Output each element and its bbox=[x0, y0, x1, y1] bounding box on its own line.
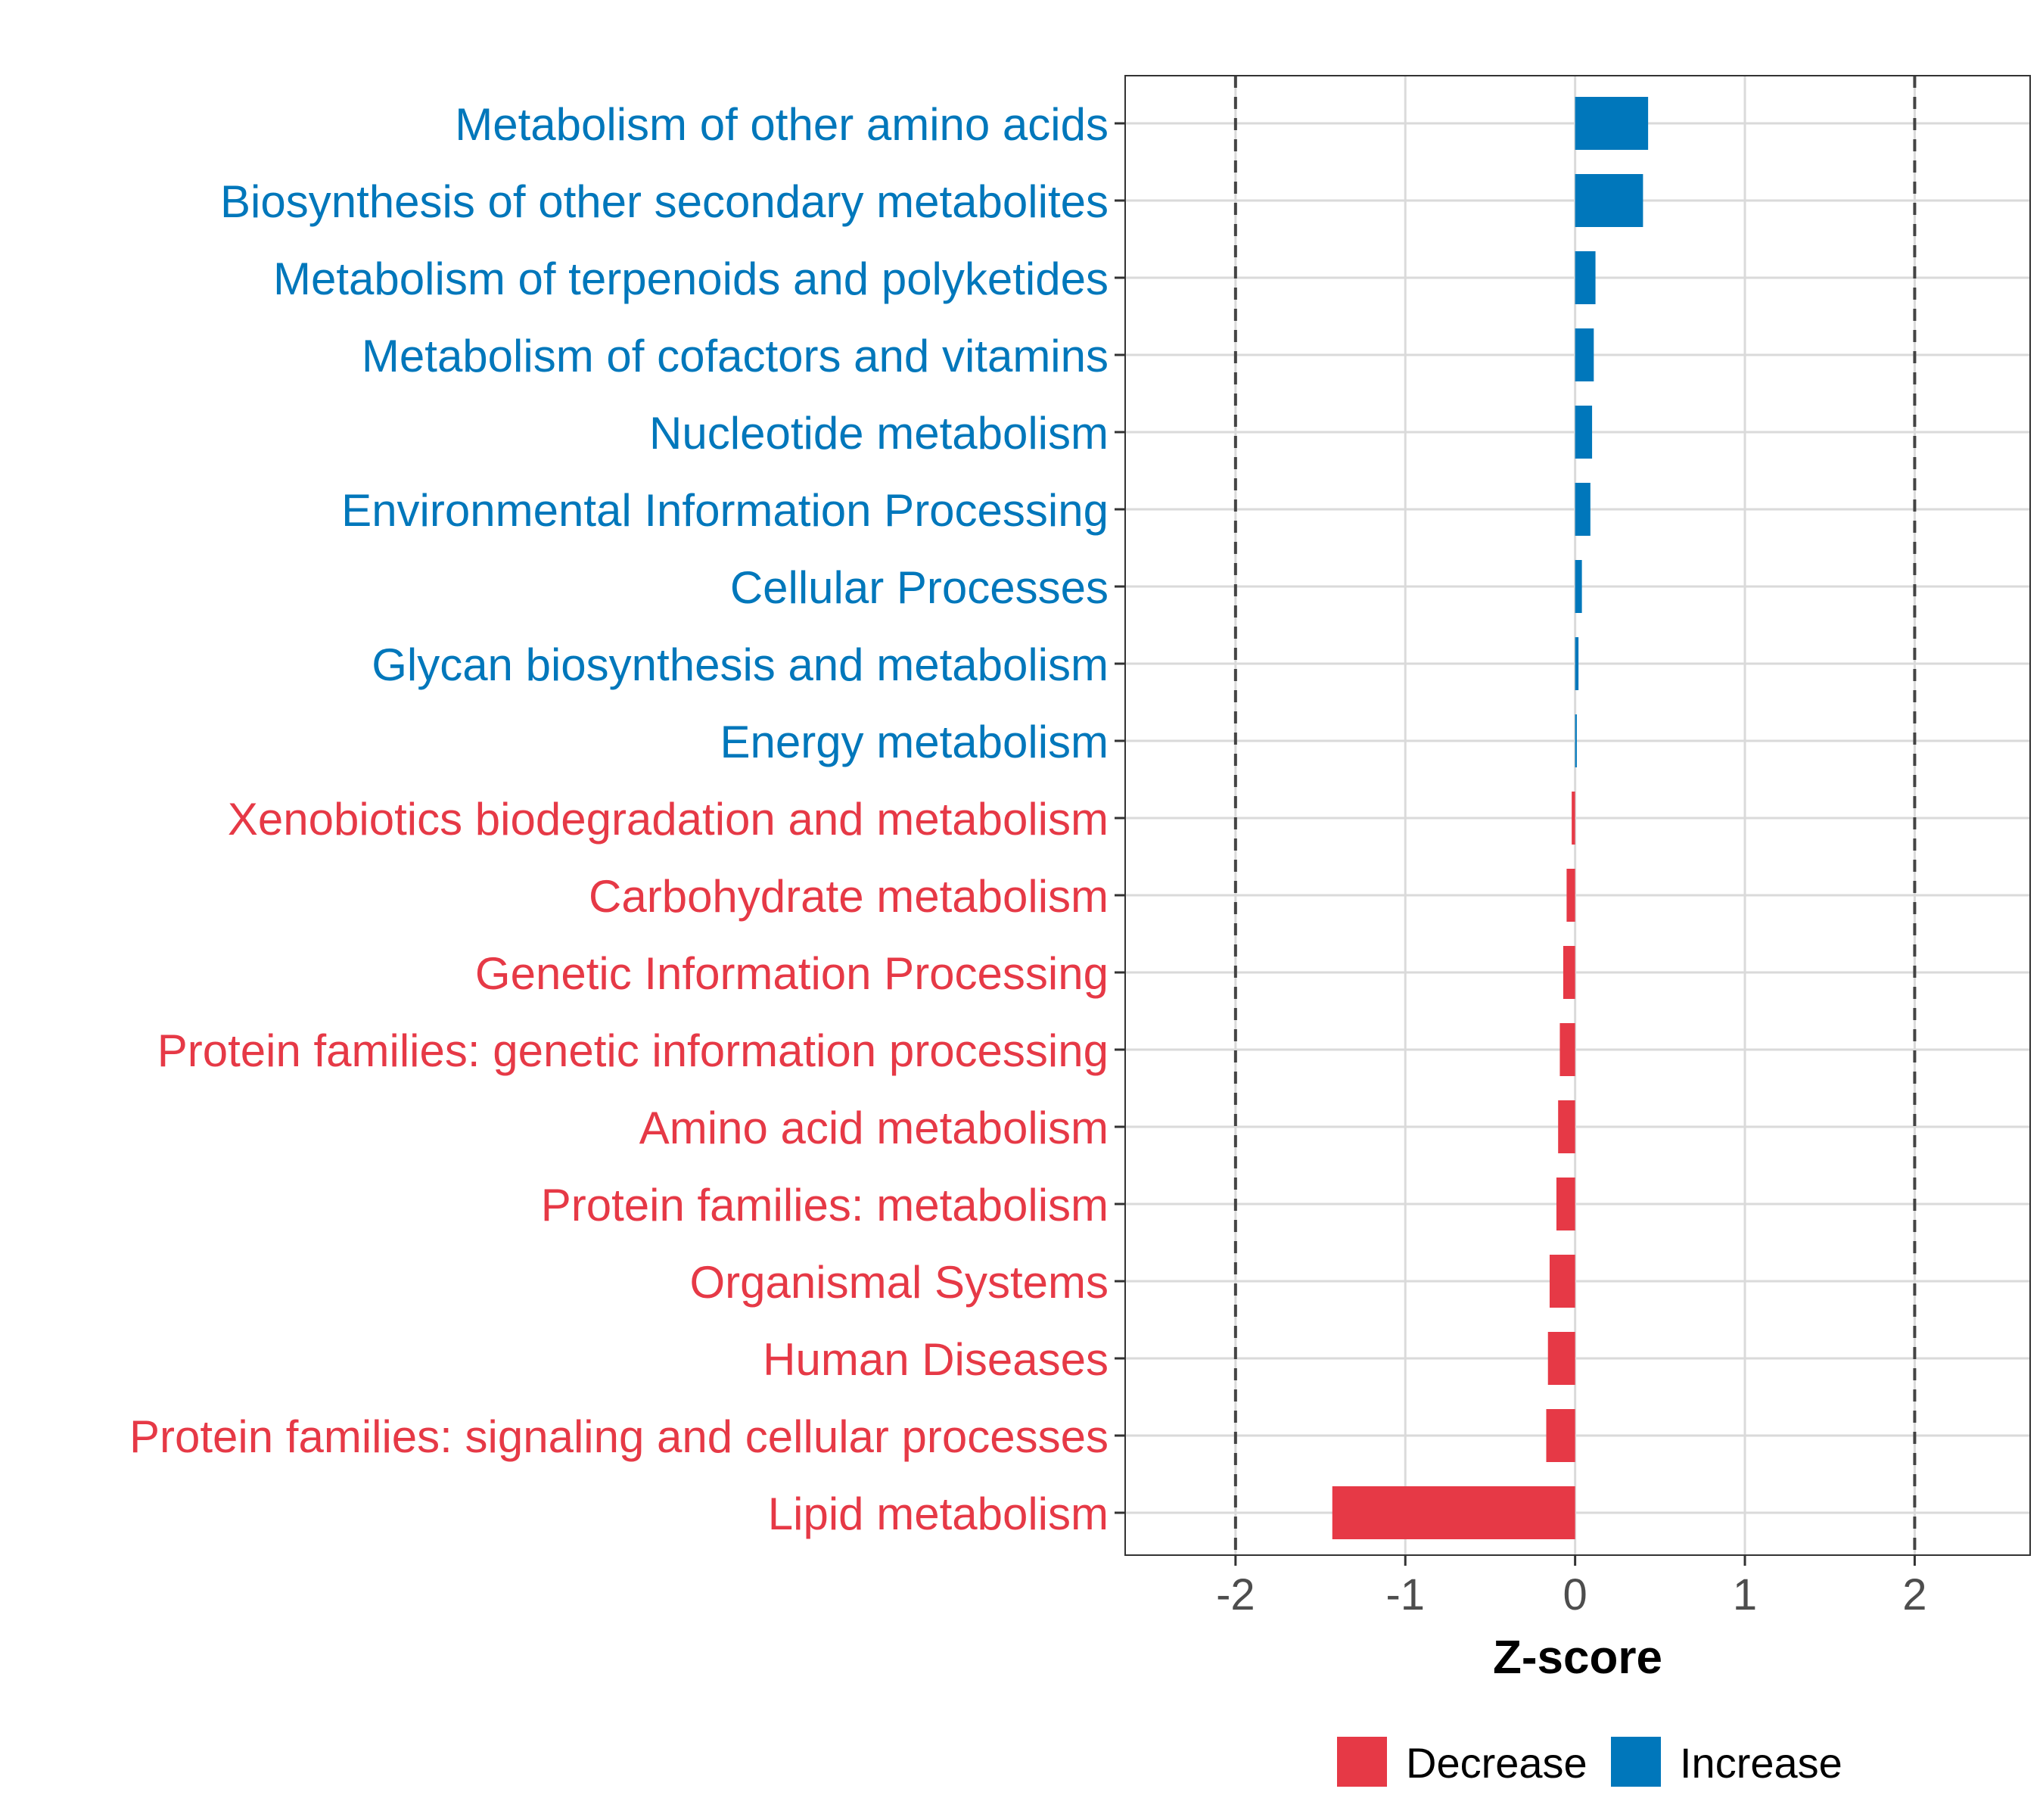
plot-panel-border bbox=[1124, 75, 2031, 1556]
bar-6 bbox=[1575, 560, 1582, 613]
reference-line-layer bbox=[1233, 76, 1917, 1555]
bar-3 bbox=[1575, 328, 1594, 381]
bar-15 bbox=[1549, 1255, 1575, 1308]
y-tick-label-3: Metabolism of cofactors and vitamins bbox=[362, 331, 1109, 381]
legend: Decrease Increase bbox=[1337, 1737, 1842, 1787]
bar-17 bbox=[1546, 1409, 1575, 1462]
legend-label-decrease: Decrease bbox=[1406, 1739, 1587, 1787]
axis-layer: Metabolism of other amino acids Biosynthe… bbox=[129, 99, 1927, 1619]
y-tick-label-1: Biosynthesis of other secondary metaboli… bbox=[220, 176, 1109, 227]
x-tick-label-3: 1 bbox=[1733, 1570, 1757, 1619]
x-axis-title: Z-score bbox=[1493, 1632, 1662, 1684]
bar-12 bbox=[1559, 1023, 1575, 1076]
y-tick-label-2: Metabolism of terpenoids and polyketides bbox=[273, 254, 1109, 304]
y-tick-label-11: Genetic Information Processing bbox=[475, 948, 1109, 999]
y-tick-label-0: Metabolism of other amino acids bbox=[455, 99, 1109, 150]
x-tick-label-4: 2 bbox=[1902, 1570, 1926, 1619]
bar-10 bbox=[1566, 869, 1575, 922]
y-tick-label-8: Energy metabolism bbox=[720, 717, 1109, 767]
y-tick-label-14: Protein families: metabolism bbox=[541, 1180, 1109, 1230]
legend-swatch-increase bbox=[1611, 1737, 1661, 1787]
bar-2 bbox=[1575, 251, 1596, 304]
bar-4 bbox=[1575, 406, 1593, 459]
x-tick-label-0: -2 bbox=[1216, 1570, 1255, 1619]
y-tick-label-17: Protein families: signaling and cellular… bbox=[129, 1411, 1109, 1462]
legend-label-increase: Increase bbox=[1680, 1739, 1842, 1787]
bar-0 bbox=[1575, 97, 1649, 150]
bar-13 bbox=[1558, 1100, 1575, 1153]
y-tick-label-5: Environmental Information Processing bbox=[341, 485, 1109, 536]
y-tick-label-13: Amino acid metabolism bbox=[639, 1103, 1109, 1153]
y-tick-label-16: Human Diseases bbox=[763, 1334, 1109, 1385]
bar-11 bbox=[1563, 946, 1575, 999]
legend-swatch-decrease bbox=[1337, 1737, 1387, 1787]
bar-8 bbox=[1575, 714, 1577, 767]
y-tick-label-6: Cellular Processes bbox=[730, 562, 1109, 613]
y-tick-label-12: Protein families: genetic information pr… bbox=[157, 1025, 1109, 1076]
bar-1 bbox=[1575, 174, 1643, 227]
y-tick-label-18: Lipid metabolism bbox=[768, 1489, 1109, 1539]
y-tick-label-10: Carbohydrate metabolism bbox=[589, 871, 1109, 922]
x-tick-label-2: 0 bbox=[1563, 1570, 1587, 1619]
y-tick-label-9: Xenobiotics biodegradation and metabolis… bbox=[228, 794, 1109, 845]
bar-5 bbox=[1575, 483, 1591, 536]
bar-18 bbox=[1332, 1486, 1575, 1539]
bar-14 bbox=[1556, 1178, 1575, 1230]
bar-layer bbox=[1332, 97, 1649, 1539]
bar-7 bbox=[1575, 637, 1579, 690]
bar-16 bbox=[1547, 1332, 1575, 1385]
y-tick-label-15: Organismal Systems bbox=[690, 1257, 1109, 1308]
y-tick-label-7: Glycan biosynthesis and metabolism bbox=[372, 639, 1109, 690]
x-tick-label-1: -1 bbox=[1385, 1570, 1425, 1619]
bar-9 bbox=[1572, 792, 1575, 845]
y-tick-label-4: Nucleotide metabolism bbox=[649, 408, 1109, 459]
